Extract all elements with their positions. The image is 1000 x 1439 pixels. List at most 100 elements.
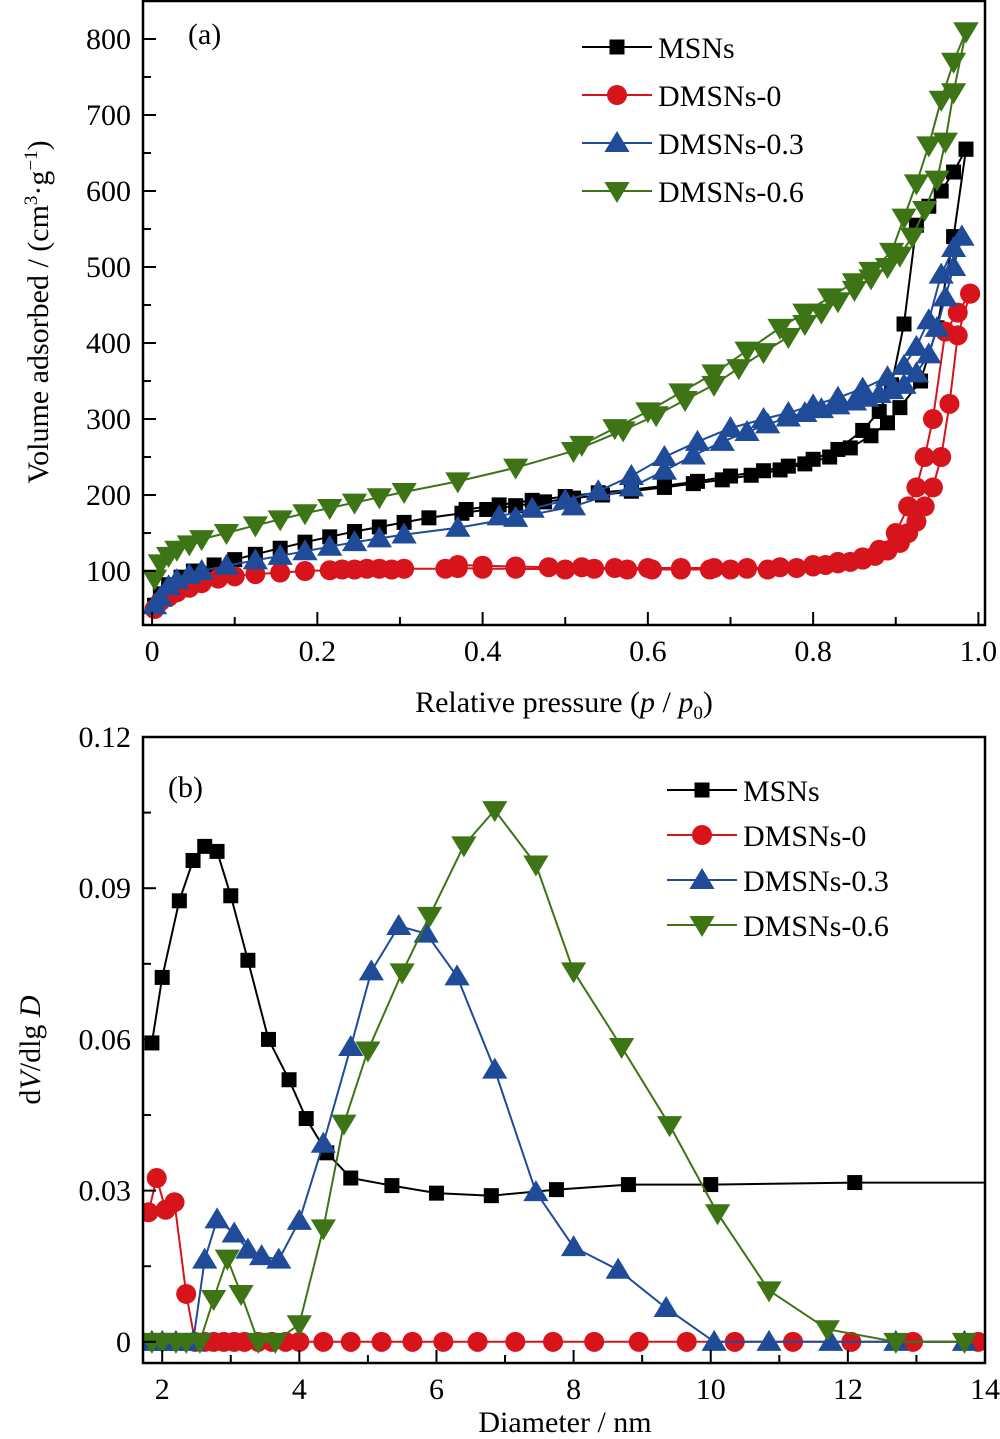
legend-marker xyxy=(689,916,715,937)
data-point xyxy=(684,429,711,451)
y-tick-label: 0.03 xyxy=(79,1175,132,1208)
x-tick-label: 0.2 xyxy=(299,635,337,668)
data-point xyxy=(505,556,526,577)
series-msns xyxy=(144,838,985,1204)
data-point xyxy=(953,22,979,44)
data-point xyxy=(792,315,818,337)
data-point xyxy=(445,472,471,494)
data-point xyxy=(249,1244,275,1266)
data-point xyxy=(898,496,919,517)
panel-b-x-axis-title: Diameter / nm xyxy=(478,1406,651,1439)
data-point xyxy=(391,522,417,544)
data-point xyxy=(896,316,912,332)
legend-label: DMSNs-0 xyxy=(658,80,781,113)
data-point xyxy=(899,227,925,249)
data-point xyxy=(803,554,824,575)
data-point xyxy=(213,553,240,575)
data-point xyxy=(916,136,942,158)
data-point xyxy=(689,473,705,489)
data-point xyxy=(941,255,967,277)
data-point xyxy=(743,467,759,483)
x-tick-label: 0 xyxy=(145,635,160,668)
data-point xyxy=(717,416,744,438)
data-point xyxy=(479,501,495,517)
data-point xyxy=(584,1331,605,1352)
data-point xyxy=(281,1072,297,1088)
x-tick-label: 0.6 xyxy=(629,635,667,668)
data-point xyxy=(914,447,935,468)
data-point xyxy=(703,557,724,578)
data-point xyxy=(891,372,917,394)
data-point xyxy=(389,963,415,985)
data-point xyxy=(317,534,343,556)
data-point xyxy=(651,445,677,467)
data-point xyxy=(916,342,942,364)
x-tick-label: 0.8 xyxy=(794,635,832,668)
data-point xyxy=(176,1283,197,1304)
data-point xyxy=(289,1331,310,1352)
data-point xyxy=(618,475,644,497)
y-tick-label: 200 xyxy=(86,479,131,512)
legend-item-dmsns-0-6: DMSNs-0.6 xyxy=(667,910,889,943)
legend-item-dmsns-0: DMSNs-0 xyxy=(582,80,781,113)
series-dmsns-0-3 xyxy=(143,224,975,615)
data-point xyxy=(775,400,801,422)
legend-item-msns: MSNs xyxy=(582,32,735,65)
data-point xyxy=(676,1331,697,1352)
data-point xyxy=(486,504,512,526)
data-point xyxy=(805,451,821,467)
data-point xyxy=(164,1192,185,1213)
data-point xyxy=(331,1114,357,1136)
data-point xyxy=(421,510,437,526)
data-point xyxy=(914,496,935,517)
data-point xyxy=(906,511,927,532)
data-point xyxy=(855,422,871,438)
data-point xyxy=(618,464,644,486)
y-tick-label: 500 xyxy=(86,251,131,284)
data-point xyxy=(164,568,190,590)
data-point xyxy=(555,559,576,580)
data-point xyxy=(358,959,384,981)
data-point xyxy=(850,376,876,398)
data-point xyxy=(143,569,168,591)
data-point xyxy=(209,843,225,859)
data-point xyxy=(770,557,791,578)
data-point xyxy=(560,962,587,984)
data-point xyxy=(874,365,901,387)
data-point xyxy=(780,458,796,474)
legend-marker xyxy=(689,868,715,889)
data-point xyxy=(941,83,967,105)
data-point xyxy=(903,361,930,383)
data-point xyxy=(941,52,967,74)
x-tick-label: 1.0 xyxy=(960,635,998,668)
data-point xyxy=(847,1175,863,1191)
data-point xyxy=(602,419,628,441)
panel-a-adsorption-isotherm: 0 0.2 0.4 0.6 0.8 1.0 100 200 300 400 500 600 700 800… xyxy=(21,0,997,724)
data-point xyxy=(734,341,760,363)
data-point xyxy=(262,1332,288,1354)
data-point xyxy=(906,477,927,498)
data-point xyxy=(704,1204,731,1226)
data-point xyxy=(786,557,807,578)
legend-label: DMSNs-0.3 xyxy=(658,128,804,161)
legend-label: DMSNs-0 xyxy=(743,820,866,853)
data-point xyxy=(171,893,187,909)
data-point xyxy=(286,1208,312,1230)
data-point xyxy=(800,393,826,415)
data-point xyxy=(402,1331,423,1352)
data-point xyxy=(298,1111,314,1127)
data-point xyxy=(871,403,887,419)
data-point xyxy=(428,1185,444,1201)
data-point xyxy=(608,1037,635,1059)
panel-a-x-axis-title: Relative pressure (p / p0) xyxy=(415,686,713,724)
panel-a-ticks: 0 0.2 0.4 0.6 0.8 1.0 100 200 300 400 500 600 700 800 xyxy=(86,23,997,668)
data-point xyxy=(792,303,818,325)
data-point xyxy=(922,409,943,430)
data-point xyxy=(903,174,930,196)
data-point xyxy=(483,1188,499,1204)
data-point xyxy=(185,852,201,868)
panel-b-legend: MSNs DMSNs-0 DMSNs-0.3 DMSNs-0.6 xyxy=(667,775,889,943)
data-point xyxy=(879,242,905,264)
data-point xyxy=(701,364,727,386)
data-point xyxy=(444,964,470,986)
